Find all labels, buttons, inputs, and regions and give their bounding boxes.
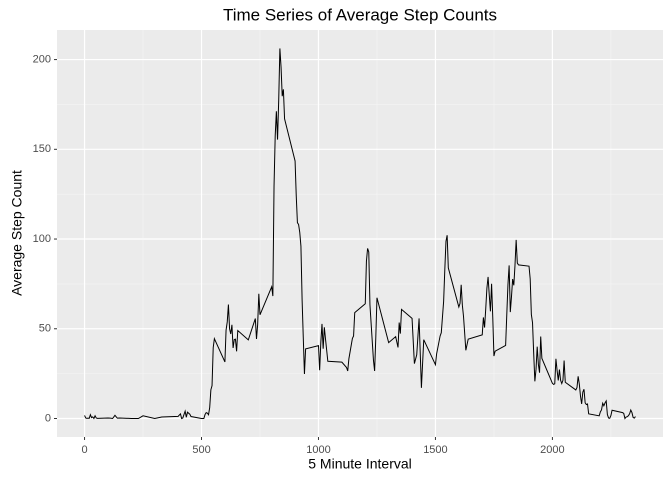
- x-tick-label: 1000: [306, 444, 330, 456]
- x-axis-title: 5 Minute Interval: [308, 456, 412, 472]
- y-tick-label: 150: [33, 143, 51, 155]
- chart-title: Time Series of Average Step Counts: [223, 5, 497, 24]
- y-tick-label: 50: [39, 323, 51, 335]
- y-tick-label: 200: [33, 53, 51, 65]
- data-line: [84, 48, 636, 420]
- y-axis-title: Average Step Count: [9, 170, 25, 296]
- y-tick-label: 0: [45, 412, 51, 424]
- y-tick-label: 100: [33, 233, 51, 245]
- x-tick-label: 0: [81, 444, 87, 456]
- x-tick-label: 500: [192, 444, 210, 456]
- plot-panel: [57, 30, 663, 437]
- x-tick-label: 2000: [540, 444, 564, 456]
- x-tick-label: 1500: [423, 444, 447, 456]
